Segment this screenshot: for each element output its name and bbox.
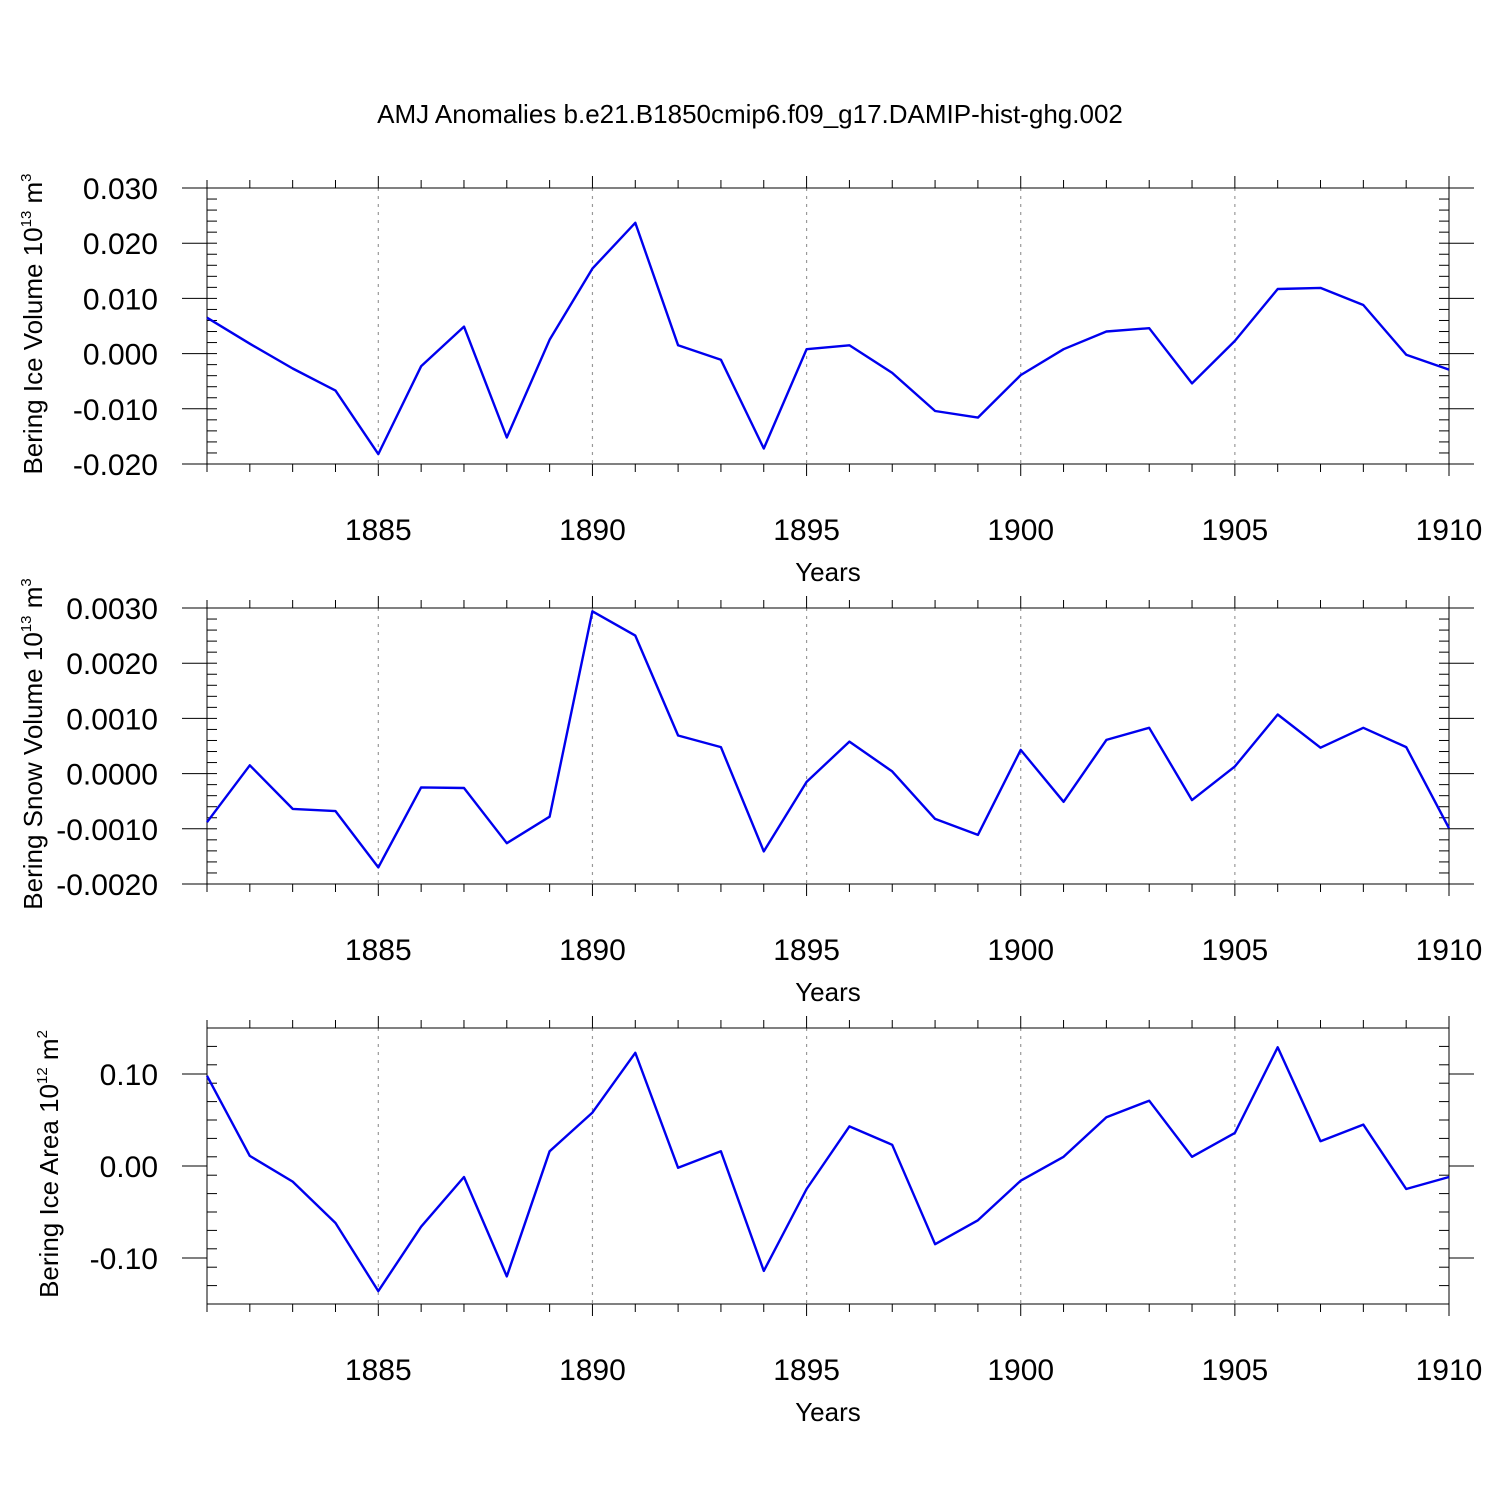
x-tick-label: 1885 xyxy=(345,1354,412,1387)
y-tick-label: 0.010 xyxy=(83,283,158,316)
y-tick-label: 0.020 xyxy=(83,228,158,261)
x-tick-label: 1900 xyxy=(987,934,1054,967)
x-tick-label: 1890 xyxy=(559,1354,626,1387)
y-tick-label: -0.0010 xyxy=(56,814,158,847)
x-axis-title: Years xyxy=(795,1397,861,1427)
plot-frame xyxy=(206,607,1450,885)
series-line xyxy=(206,221,1450,456)
series-line xyxy=(206,610,1451,869)
series-line xyxy=(205,1046,1450,1293)
panels: 1885 1890 1895 1900 1905 1910 Years -0.020 -0.01… xyxy=(18,173,1482,1427)
y-axis-title: Bering Ice Area 1012 m2 xyxy=(34,1030,64,1298)
y-axis-title: Bering Ice Volume 1013 m3 xyxy=(18,173,48,474)
x-tick-label: 1890 xyxy=(559,514,626,547)
y-tick-label: -0.0020 xyxy=(56,869,158,902)
y-tick-label: 0.0020 xyxy=(66,648,158,681)
x-tick-label: 1900 xyxy=(987,1354,1054,1387)
y-tick-label: 0.000 xyxy=(83,339,158,372)
plot-frame xyxy=(206,187,1450,465)
x-tick-label: 1910 xyxy=(1416,934,1483,967)
y-axis-title: Bering Snow Volume 1013 m3 xyxy=(18,578,48,909)
x-tick-label: 1905 xyxy=(1201,934,1268,967)
x-axis-title: Years xyxy=(795,977,861,1007)
panel-2: 1885 1890 1895 1900 1905 1910 Years -0.0020 -0.0… xyxy=(18,578,1482,1007)
y-tick-label: -0.10 xyxy=(90,1243,158,1276)
y-tick-label: 0.030 xyxy=(83,173,158,206)
y-tick-label: 0.0030 xyxy=(66,593,158,626)
x-tick-label: 1900 xyxy=(987,514,1054,547)
x-tick-label: 1910 xyxy=(1416,514,1483,547)
y-tick-label: -0.020 xyxy=(73,449,158,482)
x-tick-label: 1895 xyxy=(773,934,840,967)
x-tick-label: 1905 xyxy=(1201,514,1268,547)
panel-3: 1885 1890 1895 1900 1905 1910 Years -0.10 0.00 0.… xyxy=(34,1016,1482,1427)
x-tick-label: 1905 xyxy=(1201,1354,1268,1387)
x-tick-label: 1895 xyxy=(773,1354,840,1387)
x-tick-label: 1895 xyxy=(773,514,840,547)
y-tick-label: 0.0010 xyxy=(66,703,158,736)
x-axis-title: Years xyxy=(795,557,861,587)
x-tick-label: 1885 xyxy=(345,514,412,547)
x-tick-label: 1890 xyxy=(559,934,626,967)
y-tick-label: 0.0000 xyxy=(66,759,158,792)
panel-1: 1885 1890 1895 1900 1905 1910 Years -0.020 -0.01… xyxy=(18,173,1482,587)
y-tick-label: 0.00 xyxy=(100,1151,158,1184)
figure-title: AMJ Anomalies b.e21.B1850cmip6.f09_g17.D… xyxy=(377,99,1123,129)
y-tick-label: -0.010 xyxy=(73,394,158,427)
x-tick-label: 1910 xyxy=(1416,1354,1483,1387)
plot-frame xyxy=(206,1027,1450,1305)
x-tick-label: 1885 xyxy=(345,934,412,967)
y-tick-label: 0.10 xyxy=(100,1059,158,1092)
